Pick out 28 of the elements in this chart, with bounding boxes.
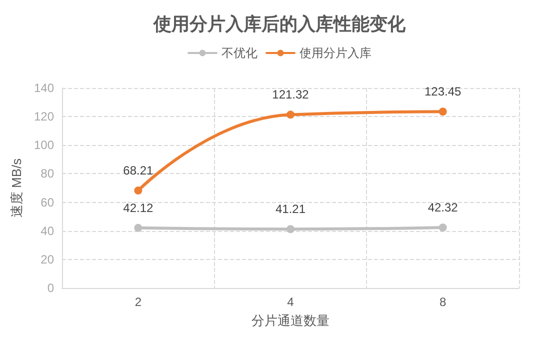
y-tick-label: 60 [40, 195, 54, 210]
y-tick-label: 100 [34, 138, 54, 152]
chart-title: 使用分片入库后的入库性能变化 [152, 14, 406, 34]
data-label: 121.32 [272, 88, 310, 102]
point [286, 225, 294, 234]
y-tick-label: 20 [40, 252, 54, 266]
data-label: 68.21 [123, 164, 154, 178]
point [438, 108, 447, 116]
y-tick-label: 140 [34, 81, 54, 95]
data-label: 42.12 [123, 200, 154, 215]
legend-label: 使用分片入库 [300, 46, 372, 60]
data-label: 41.21 [275, 202, 306, 216]
legend-label: 不优化 [222, 46, 258, 60]
x-tick-label: 8 [439, 295, 446, 309]
y-tick-label: 80 [40, 166, 54, 181]
point [286, 110, 294, 119]
x-axis-title: 分片通道数量 [252, 313, 330, 328]
data-label: 42.32 [428, 200, 458, 215]
x-tick-label: 2 [134, 295, 142, 309]
y-tick-label: 120 [34, 110, 54, 124]
y-axis-title: 速度 MB/s [9, 158, 24, 218]
data-label: 123.45 [424, 84, 462, 99]
y-tick-label: 40 [40, 224, 54, 238]
x-tick-label: 4 [287, 295, 294, 309]
y-tick-label: 0 [47, 281, 54, 295]
point [134, 224, 142, 232]
point [438, 224, 447, 232]
point [134, 186, 142, 195]
